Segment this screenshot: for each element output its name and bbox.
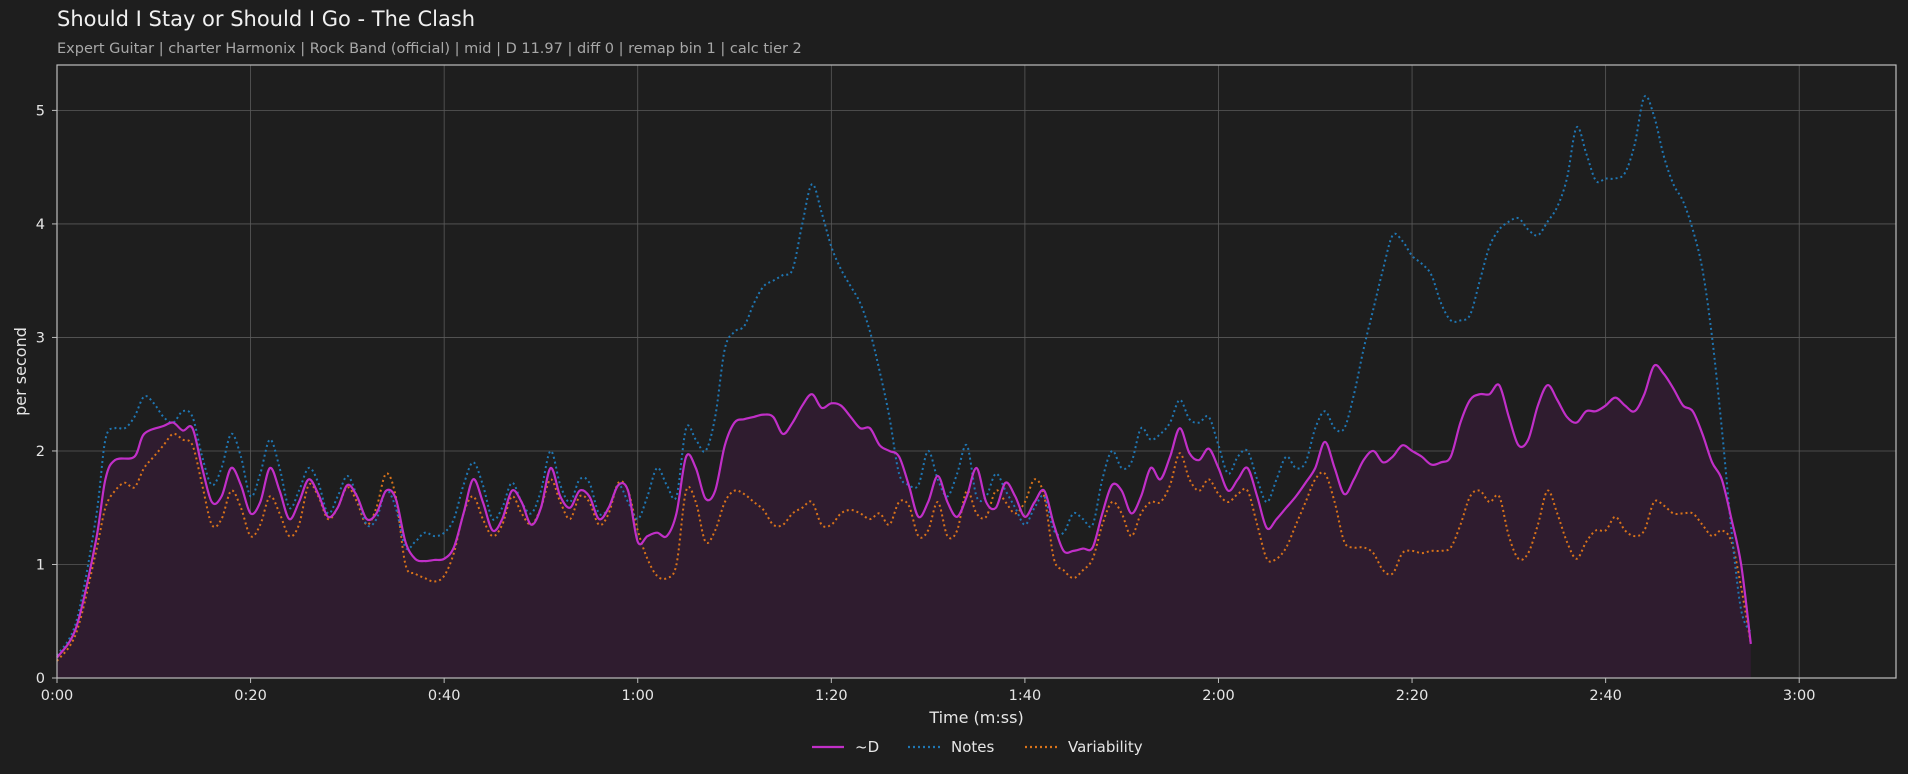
y-tick-label: 4 [36, 217, 45, 233]
legend-label: ~D [855, 738, 879, 756]
x-tick-label: 2:00 [1202, 688, 1235, 704]
y-tick-label: 3 [36, 330, 45, 346]
y-tick-label: 0 [36, 671, 45, 687]
x-tick-label: 1:00 [621, 688, 654, 704]
x-tick-label: 1:40 [1009, 688, 1042, 704]
chart-title: Should I Stay or Should I Go - The Clash [57, 7, 476, 31]
x-tick-label: 1:20 [815, 688, 848, 704]
x-tick-label: 3:00 [1783, 688, 1816, 704]
x-tick-label: 0:20 [234, 688, 267, 704]
axis-ticks: 0:00 0:20 0:40 1:00 1:20 1:40 2:00 2:20 2:40 3:00… [36, 103, 1816, 704]
series-line-d [56, 363, 1752, 659]
series-line-layer [56, 94, 1752, 662]
x-tick-label: 0:00 [41, 688, 74, 704]
plot-frame [56, 64, 1897, 679]
series-line-notes [56, 94, 1752, 656]
legend-item-notes: Notes [908, 738, 995, 756]
legend-item-d: ~D [812, 738, 879, 756]
x-tick-label: 2:20 [1396, 688, 1429, 704]
y-tick-label: 2 [36, 444, 45, 460]
series-line-variability [56, 432, 1752, 662]
chart-subtitle: Expert Guitar | charter Harmonix | Rock … [57, 41, 802, 57]
series-area-layer [57, 364, 1751, 678]
x-tick-label: 2:40 [1589, 688, 1622, 704]
legend-label: Variability [1068, 738, 1143, 756]
x-axis-label: Time (m:ss) [928, 708, 1023, 727]
legend: ~D Notes Variability [812, 738, 1143, 756]
series-d-area [57, 364, 1751, 678]
y-axis-label: per second [11, 327, 30, 416]
legend-item-variability: Variability [1025, 738, 1143, 756]
y-tick-label: 1 [36, 557, 45, 573]
y-tick-label: 5 [36, 103, 45, 119]
legend-label: Notes [951, 738, 995, 756]
x-tick-label: 0:40 [428, 688, 461, 704]
